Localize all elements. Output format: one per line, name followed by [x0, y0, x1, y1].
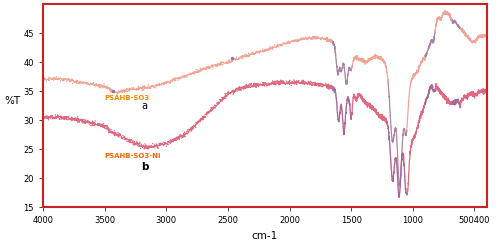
- Text: PSAHB-SO3: PSAHB-SO3: [105, 95, 150, 101]
- X-axis label: cm-1: cm-1: [252, 231, 278, 241]
- Text: b: b: [142, 161, 149, 172]
- Y-axis label: %T: %T: [4, 96, 20, 106]
- Text: PSAHB-SO3-Ni: PSAHB-SO3-Ni: [105, 153, 161, 159]
- Text: a: a: [142, 101, 148, 110]
